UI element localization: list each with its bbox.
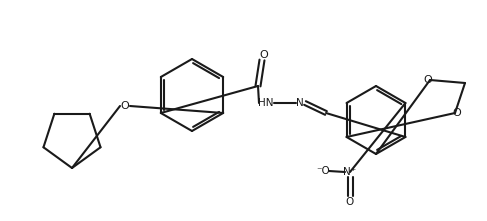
Text: N: N [296, 98, 304, 108]
Text: O: O [452, 108, 461, 118]
Text: N⁺: N⁺ [343, 167, 356, 177]
Text: HN: HN [258, 98, 274, 108]
Text: O: O [346, 197, 354, 207]
Text: ⁻O: ⁻O [316, 166, 330, 176]
Text: O: O [260, 50, 268, 60]
Text: O: O [424, 75, 432, 85]
Text: O: O [121, 101, 130, 111]
